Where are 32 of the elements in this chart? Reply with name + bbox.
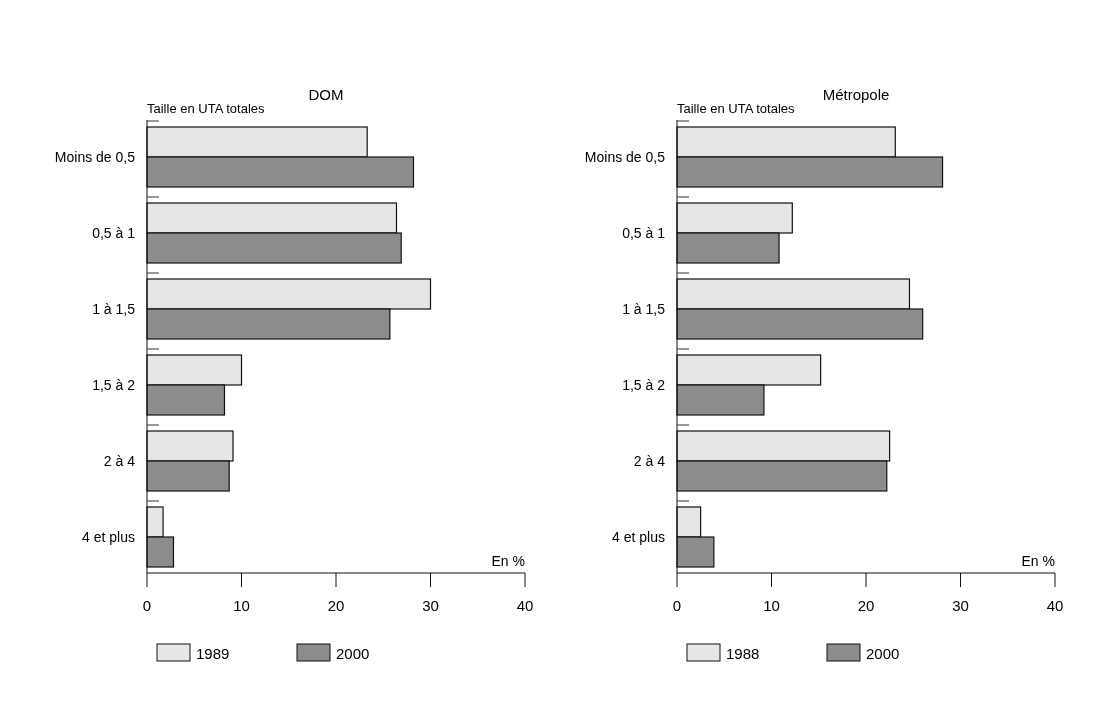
x-tick-label: 20 xyxy=(857,597,875,614)
legend-label: 1988 xyxy=(726,645,760,662)
x-tick-label: 30 xyxy=(952,597,969,614)
x-tick-label: 30 xyxy=(422,597,439,614)
x-tick-label: 0 xyxy=(672,597,682,614)
y-axis-title: Taille en UTA totales xyxy=(147,101,266,116)
x-tick-label: 10 xyxy=(233,597,250,614)
x-tick-label: 20 xyxy=(327,597,345,614)
y-tick-label: 1 à 1,5 xyxy=(92,301,136,317)
y-tick-label: 4 et plus xyxy=(82,529,135,545)
x-tick-label: 40 xyxy=(516,597,534,614)
y-tick-label: 2 à 4 xyxy=(633,453,666,469)
y-tick-label: 0,5 à 1 xyxy=(622,225,666,241)
y-tick-label: 0,5 à 1 xyxy=(92,225,136,241)
legend-label: 2000 xyxy=(336,645,370,662)
y-axis-title: Taille en UTA totales xyxy=(677,101,796,116)
x-axis-title: En % xyxy=(491,553,525,569)
x-tick-label: 40 xyxy=(1046,597,1064,614)
legend-label: 1989 xyxy=(196,645,230,662)
x-tick-label: 0 xyxy=(142,597,152,614)
y-tick-label: Moins de 0,5 xyxy=(54,149,136,165)
chart-title: DOM xyxy=(308,86,344,103)
chart-title: Métropole xyxy=(822,86,890,103)
x-tick-label: 10 xyxy=(763,597,780,614)
y-tick-label: 1,5 à 2 xyxy=(622,377,666,393)
y-tick-label: 1,5 à 2 xyxy=(92,377,136,393)
y-tick-label: Moins de 0,5 xyxy=(584,149,666,165)
y-tick-label: 2 à 4 xyxy=(103,453,136,469)
y-tick-label: 1 à 1,5 xyxy=(622,301,666,317)
y-tick-label: 4 et plus xyxy=(612,529,665,545)
x-axis-title: En % xyxy=(1021,553,1055,569)
legend-label: 2000 xyxy=(866,645,900,662)
